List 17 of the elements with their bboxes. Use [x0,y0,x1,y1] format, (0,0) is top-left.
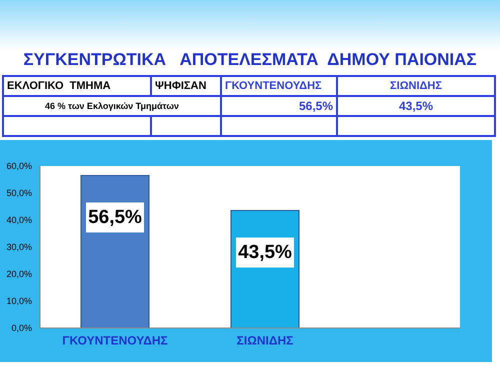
y-tick-label: 30,0% [6,242,32,252]
y-tick-label: 20,0% [6,269,32,280]
y-tick-label: 50,0% [6,188,32,198]
category-label: ΣΙΩΝΙΔΗΣ [390,80,442,92]
y-tick-label: 40,0% [6,215,32,226]
text: ΨΗΦΙΣΑΝ [151,76,221,96]
y-tick-label: 10,0% [6,296,32,306]
data-label: 56,5% [88,206,142,228]
category-label: ΓΚΟΥΝΤΕΝΟΥΔΗΣ [225,80,322,92]
text: 46 % των Εκλογικών Τμημάτων [3,96,221,116]
data-label: 43,5% [238,242,292,264]
y-tick-label: 60,0% [6,161,32,172]
text: ΕΚΛΟΓΙΚΟ ΤΜΗΜΑ [3,76,151,96]
y-tick-label: 0,0% [11,323,32,334]
text: 43,5% [398,99,434,113]
text: 56,5% [298,99,333,113]
chart-title: ΣΥΓΚΕΝΤΡΩΤΙΚΑ ΑΠΟΤΕΛΕΣΜΑΤΑ ΔΗΜΟΥ ΠΑΙΟΝΙΑΣ [22,50,478,70]
